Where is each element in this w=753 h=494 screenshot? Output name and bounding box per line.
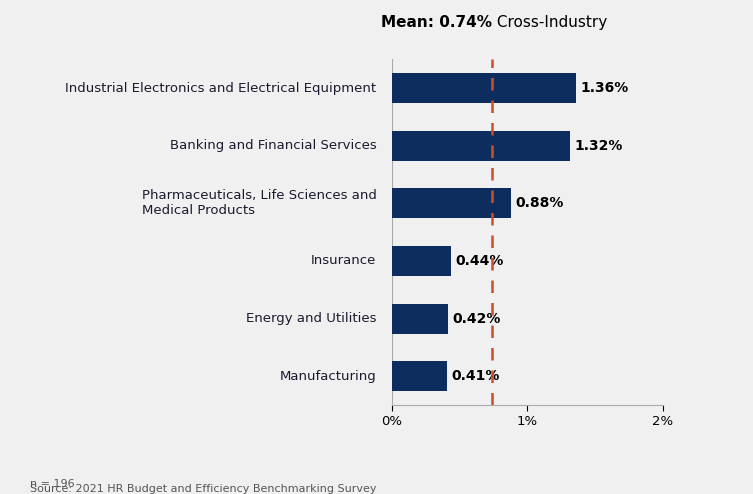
Text: 0.41%: 0.41%: [451, 369, 499, 383]
Text: 0.88%: 0.88%: [515, 196, 563, 210]
Bar: [392, 361, 447, 391]
Text: Cross-Industry: Cross-Industry: [492, 15, 607, 30]
Text: Pharmaceuticals, Life Sciences and
Medical Products: Pharmaceuticals, Life Sciences and Medic…: [142, 189, 376, 217]
Bar: [392, 304, 449, 333]
Text: 1.36%: 1.36%: [580, 81, 628, 95]
Text: 1.32%: 1.32%: [575, 139, 623, 153]
Text: Industrial Electronics and Electrical Equipment: Industrial Electronics and Electrical Eq…: [66, 82, 376, 94]
Text: Banking and Financial Services: Banking and Financial Services: [169, 139, 376, 152]
Bar: [392, 188, 511, 218]
Text: Mean: 0.74%: Mean: 0.74%: [381, 15, 492, 30]
Text: Energy and Utilities: Energy and Utilities: [246, 312, 376, 325]
Bar: [392, 131, 571, 161]
Bar: [392, 73, 576, 103]
Text: 0.44%: 0.44%: [456, 254, 504, 268]
Text: Insurance: Insurance: [311, 254, 376, 267]
Text: 0.42%: 0.42%: [453, 312, 501, 326]
Text: Source: 2021 HR Budget and Efficiency Benchmarking Survey: Source: 2021 HR Budget and Efficiency Be…: [30, 484, 376, 494]
Text: n = 196: n = 196: [30, 479, 75, 489]
Bar: [392, 246, 451, 276]
Text: Manufacturing: Manufacturing: [280, 370, 376, 383]
